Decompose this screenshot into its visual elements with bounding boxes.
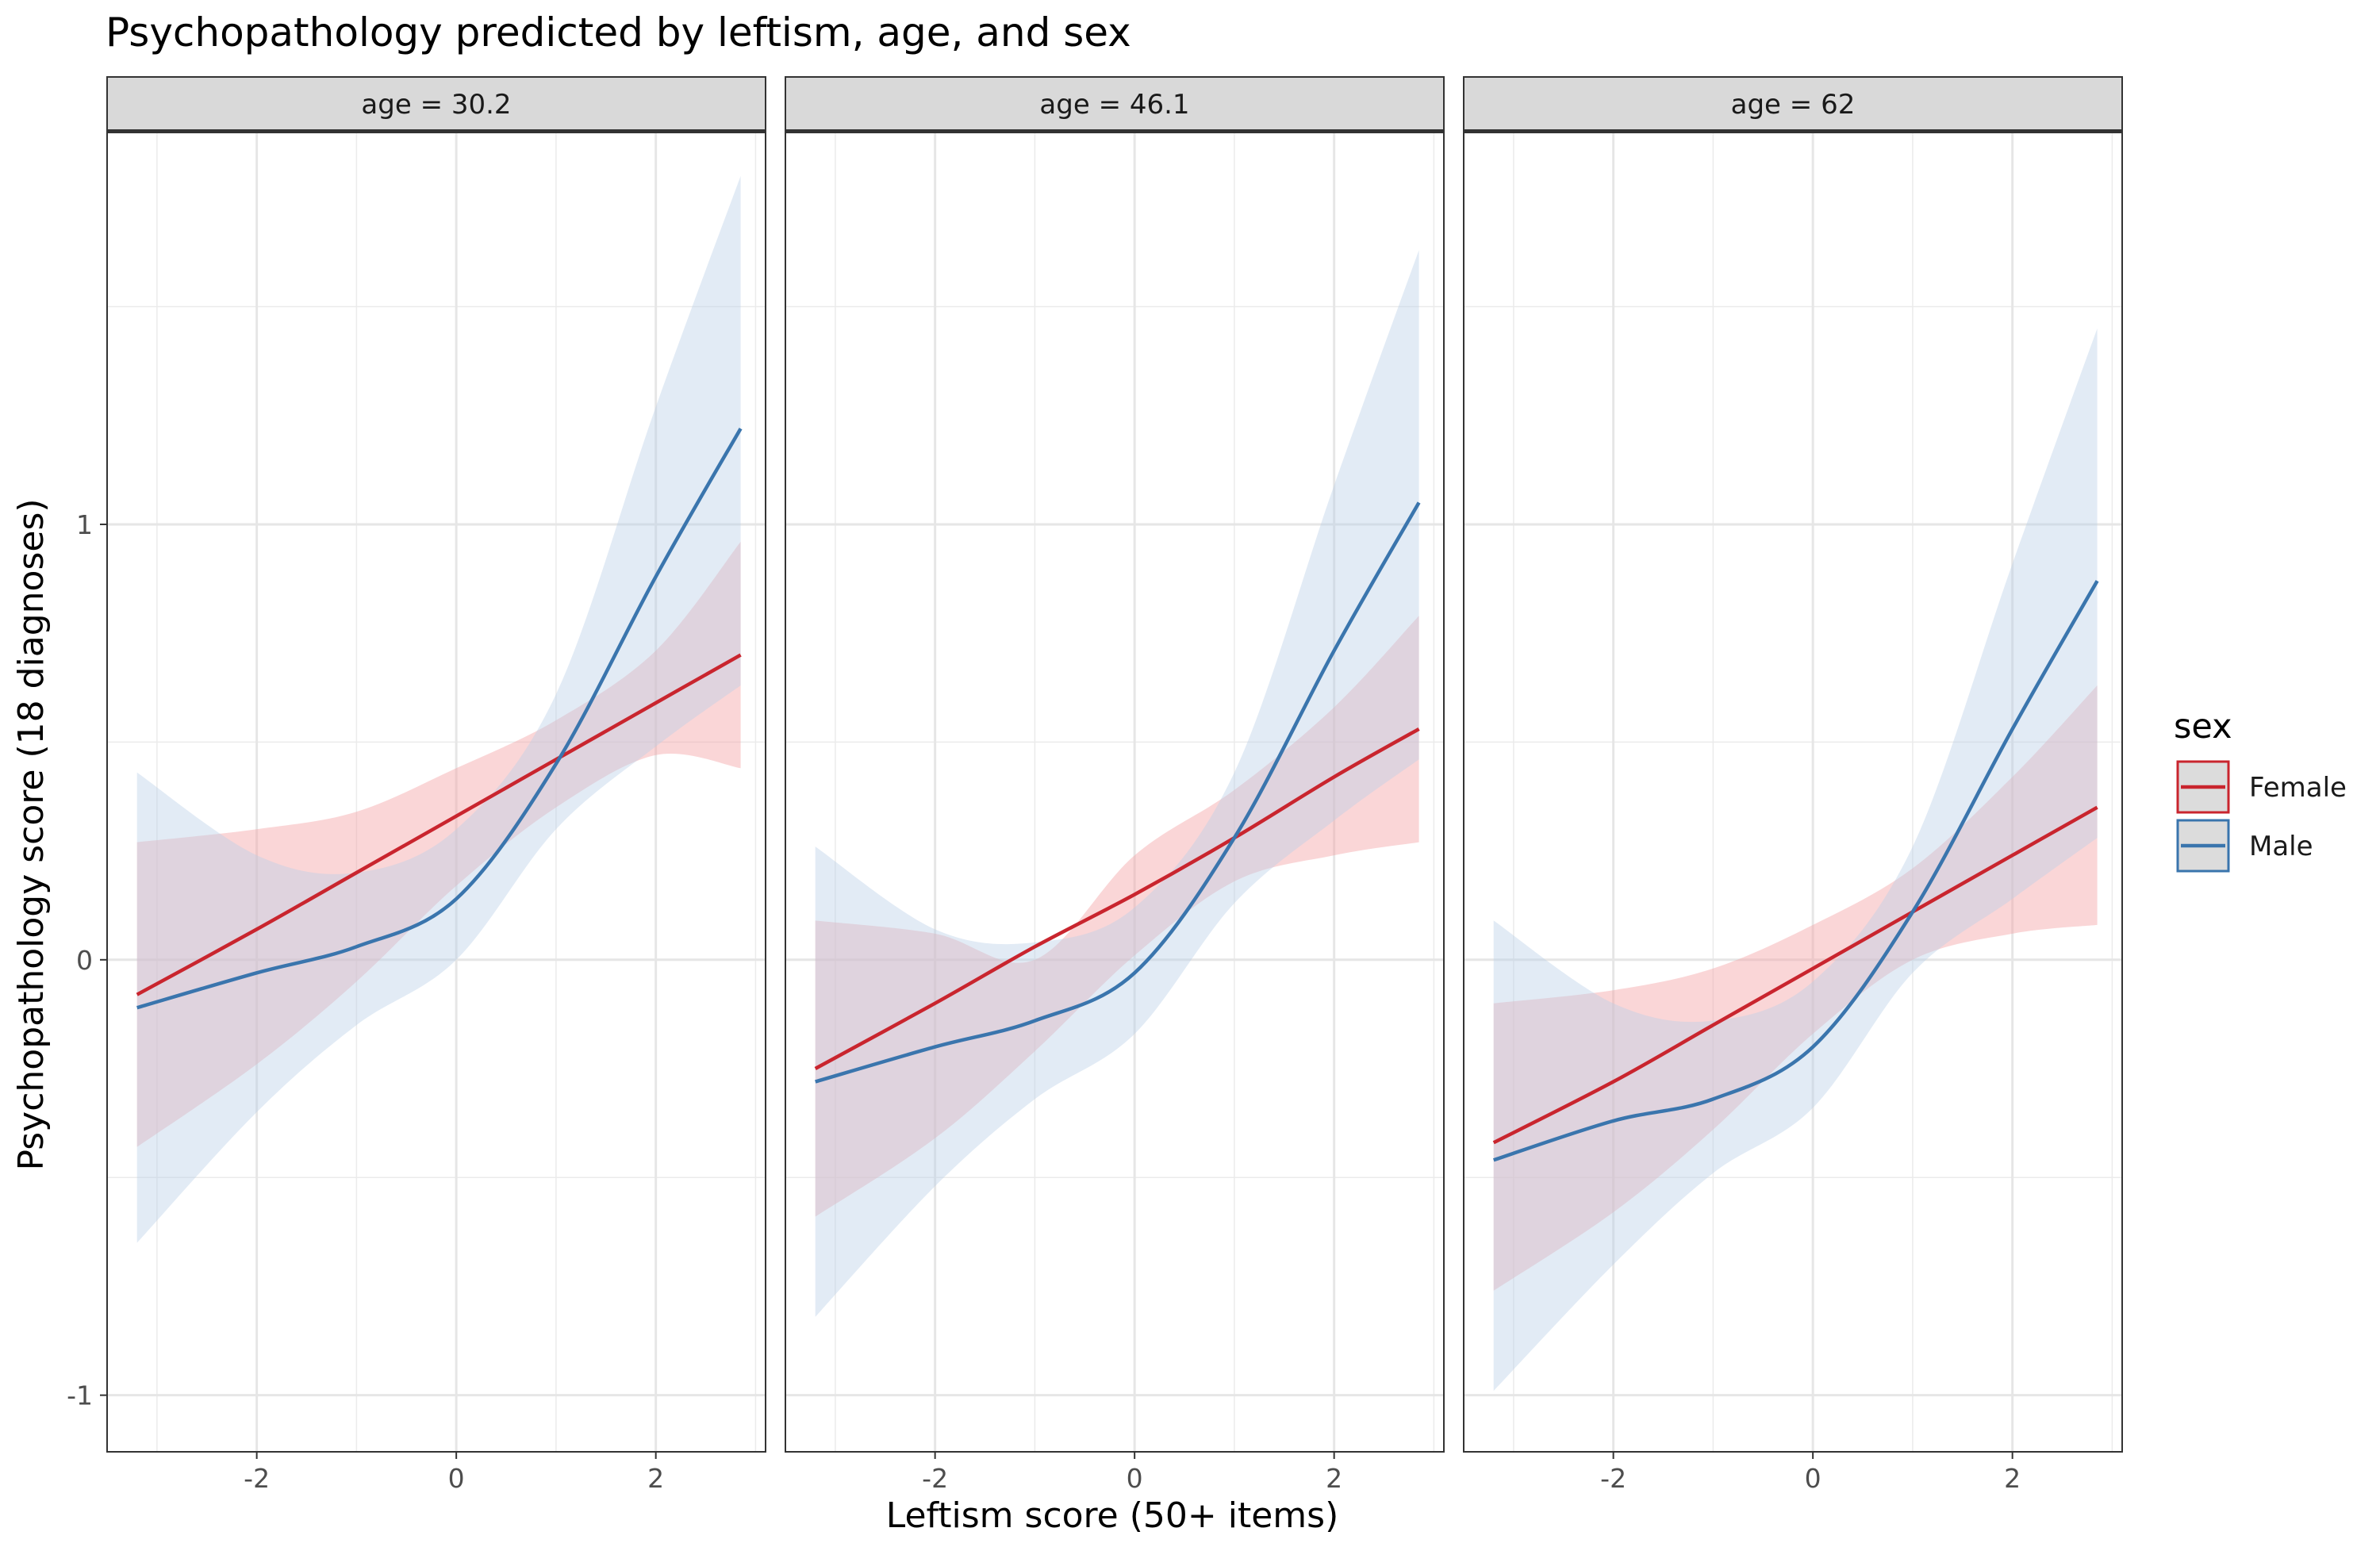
facet-strip-label: age = 62 (1731, 89, 1856, 121)
facet-panels: age = 30.2 -2 0 2 age = 46.1 -2 0 2 age = 62 -2 0 2 (106, 76, 2123, 1494)
y-tick-label: 1 (76, 509, 93, 540)
y-tick-label: 0 (76, 945, 93, 976)
series-line-female (136, 653, 742, 996)
confidence-ribbon-male (815, 250, 1419, 1317)
facet-panel: age = 30.2 -2 0 2 (106, 76, 766, 1494)
facet-strip-label: age = 46.1 (1039, 89, 1189, 121)
confidence-ribbon-female (815, 616, 1419, 1217)
legend-title: sex (2174, 707, 2232, 747)
legend-label: Male (2249, 831, 2313, 862)
facet-panel: age = 46.1 -2 0 2 (785, 76, 1445, 1494)
x-tick-label: 2 (1326, 1463, 1342, 1494)
panel-border (1463, 132, 2123, 1453)
series-line-female (814, 727, 1420, 1070)
panel-data (814, 250, 1421, 1317)
grid-lines (785, 132, 1444, 1452)
x-tick-label: 0 (448, 1463, 465, 1494)
legend-key-male: Male (2176, 819, 2313, 873)
facet-strip (785, 76, 1445, 132)
y-axis-tick-labels: -1 0 1 (67, 509, 107, 1411)
legend-key-female: Female (2176, 760, 2347, 814)
y-axis-title: Psychopathology score (18 diagnoses) (11, 498, 52, 1170)
facet-strip (1463, 76, 2123, 132)
series-line-female (1492, 805, 2098, 1145)
x-tick-label: 0 (1805, 1463, 1821, 1494)
panel-data (136, 175, 743, 1243)
panel-border (106, 132, 766, 1453)
x-tick-label: -2 (922, 1463, 948, 1494)
confidence-ribbon-female (136, 541, 741, 1147)
grid-lines (1464, 132, 2122, 1452)
x-axis-title: Leftism score (50+ items) (886, 1495, 1339, 1536)
x-tick-label: 0 (1127, 1463, 1143, 1494)
confidence-ribbon-female (1493, 685, 2098, 1291)
x-tick-label: 2 (647, 1463, 664, 1494)
legend: sex Female Male (2174, 707, 2347, 873)
panel-data (1492, 328, 2099, 1392)
series-line-male (1492, 580, 2099, 1162)
x-tick-label: -2 (244, 1463, 270, 1494)
facet-strip-label: age = 30.2 (361, 89, 511, 121)
series-line-male (815, 501, 1421, 1084)
y-tick-label: -1 (67, 1380, 93, 1411)
grid-lines (107, 132, 766, 1452)
panel-border (785, 132, 1445, 1453)
series-line-male (136, 428, 743, 1010)
facet-strip (106, 76, 766, 132)
x-tick-label: 2 (2004, 1463, 2021, 1494)
chart-title: Psychopathology predicted by leftism, ag… (106, 10, 1131, 56)
facet-panel: age = 62 -2 0 2 (1463, 76, 2123, 1494)
x-tick-label: -2 (1600, 1463, 1626, 1494)
confidence-ribbon-male (136, 175, 741, 1243)
confidence-ribbon-male (1493, 328, 2098, 1392)
legend-label: Female (2249, 772, 2347, 804)
